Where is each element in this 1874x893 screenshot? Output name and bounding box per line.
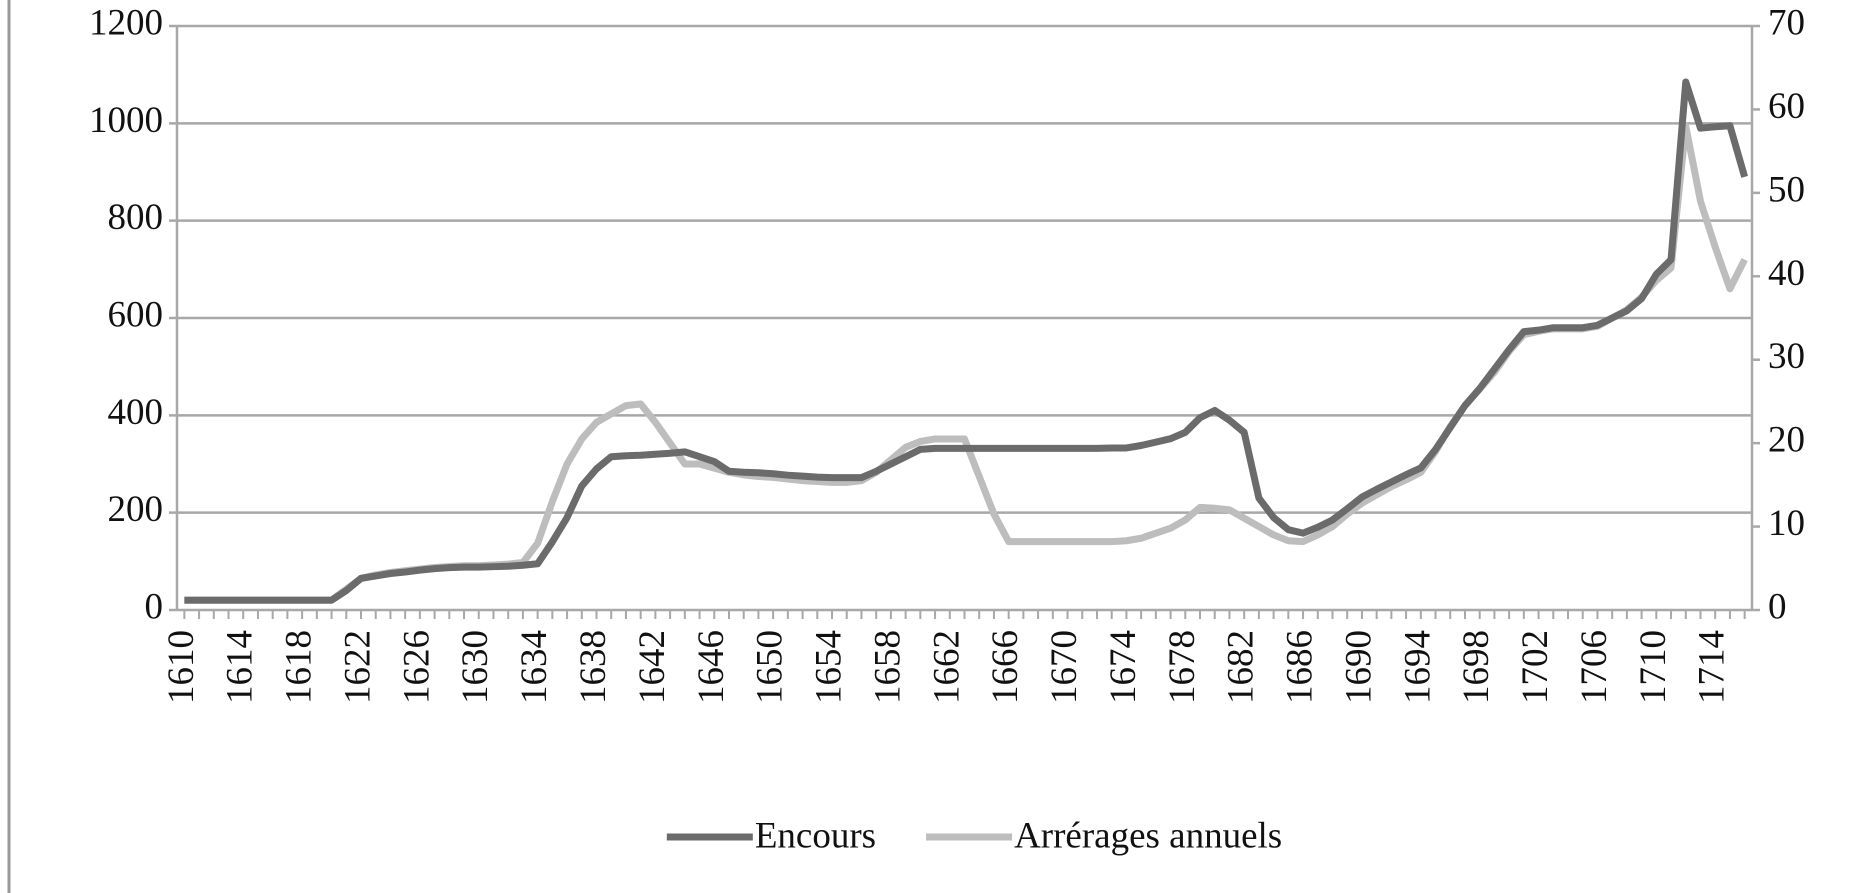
x-tick-label: 1706 bbox=[1574, 630, 1615, 704]
x-tick-label: 1658 bbox=[867, 630, 908, 704]
x-tick-label: 1650 bbox=[750, 630, 791, 704]
legend-label: Encours bbox=[755, 815, 876, 856]
y2-tick-label: 20 bbox=[1768, 420, 1805, 461]
y2-tick-label: 30 bbox=[1768, 336, 1805, 377]
x-tick-label: 1618 bbox=[279, 630, 320, 704]
y-tick-label: 1000 bbox=[89, 100, 163, 141]
y-tick-label: 600 bbox=[108, 294, 164, 335]
y-tick-label: 400 bbox=[108, 392, 164, 433]
y-tick-label: 1200 bbox=[89, 2, 163, 43]
x-tick-label: 1690 bbox=[1338, 630, 1379, 704]
x-tick-label: 1670 bbox=[1044, 630, 1085, 704]
x-tick-label: 1714 bbox=[1692, 630, 1733, 704]
y2-tick-label: 10 bbox=[1768, 503, 1805, 544]
x-tick-label: 1642 bbox=[632, 630, 673, 704]
y2-tick-label: 0 bbox=[1768, 586, 1787, 627]
x-tick-label: 1626 bbox=[396, 630, 437, 704]
x-tick-label: 1610 bbox=[161, 630, 202, 704]
x-tick-label: 1638 bbox=[573, 630, 614, 704]
x-tick-label: 1674 bbox=[1103, 630, 1144, 704]
x-tick-label: 1710 bbox=[1633, 630, 1674, 704]
x-tick-label: 1622 bbox=[337, 630, 378, 704]
y2-tick-label: 40 bbox=[1768, 253, 1805, 294]
x-tick-label: 1702 bbox=[1515, 630, 1556, 704]
y2-tick-label: 50 bbox=[1768, 169, 1805, 210]
x-tick-label: 1694 bbox=[1397, 630, 1438, 704]
x-tick-label: 1614 bbox=[220, 630, 261, 704]
x-tick-label: 1686 bbox=[1280, 630, 1321, 704]
x-tick-label: 1666 bbox=[985, 630, 1026, 704]
x-tick-label: 1634 bbox=[514, 630, 555, 704]
y-tick-label: 200 bbox=[108, 489, 164, 530]
y2-tick-label: 70 bbox=[1768, 2, 1805, 43]
x-tick-label: 1646 bbox=[691, 630, 732, 704]
series-line bbox=[184, 122, 1748, 604]
legend-label: Arrérages annuels bbox=[1014, 815, 1282, 856]
x-tick-label: 1654 bbox=[809, 630, 850, 704]
x-tick-label: 1682 bbox=[1221, 630, 1262, 704]
y-tick-label: 0 bbox=[145, 586, 164, 627]
x-tick-label: 1630 bbox=[455, 630, 496, 704]
series-line bbox=[184, 78, 1749, 604]
legend-item: Arrérages annuels bbox=[926, 815, 1282, 856]
y-tick-label: 800 bbox=[108, 197, 164, 238]
x-tick-label: 1698 bbox=[1456, 630, 1497, 704]
x-tick-label: 1662 bbox=[926, 630, 967, 704]
y2-tick-label: 60 bbox=[1768, 86, 1805, 127]
x-tick-label: 1678 bbox=[1162, 630, 1203, 704]
legend-item: Encours bbox=[666, 815, 876, 856]
